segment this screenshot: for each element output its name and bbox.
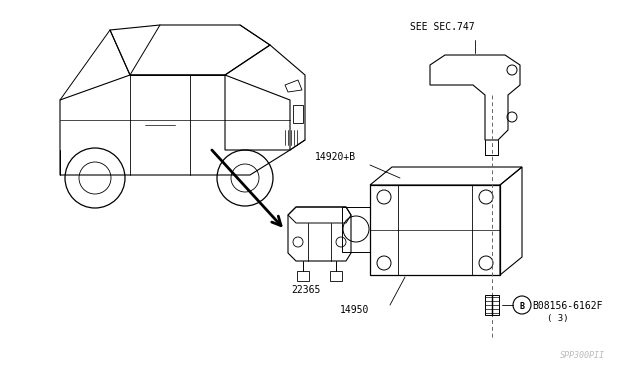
Bar: [297, 271, 309, 281]
Text: SEE SEC.747: SEE SEC.747: [410, 22, 475, 32]
Bar: [330, 271, 342, 281]
Text: SPP300PII: SPP300PII: [560, 351, 605, 360]
Bar: [370, 185, 500, 275]
Text: ( 3): ( 3): [547, 314, 568, 323]
Bar: [485, 295, 499, 315]
Text: 14950: 14950: [340, 305, 369, 315]
Text: B08156-6162F: B08156-6162F: [532, 301, 602, 311]
Text: 14920+B: 14920+B: [315, 152, 356, 162]
Text: 22365: 22365: [291, 285, 321, 295]
Bar: [293, 105, 303, 123]
Text: B: B: [519, 302, 524, 311]
